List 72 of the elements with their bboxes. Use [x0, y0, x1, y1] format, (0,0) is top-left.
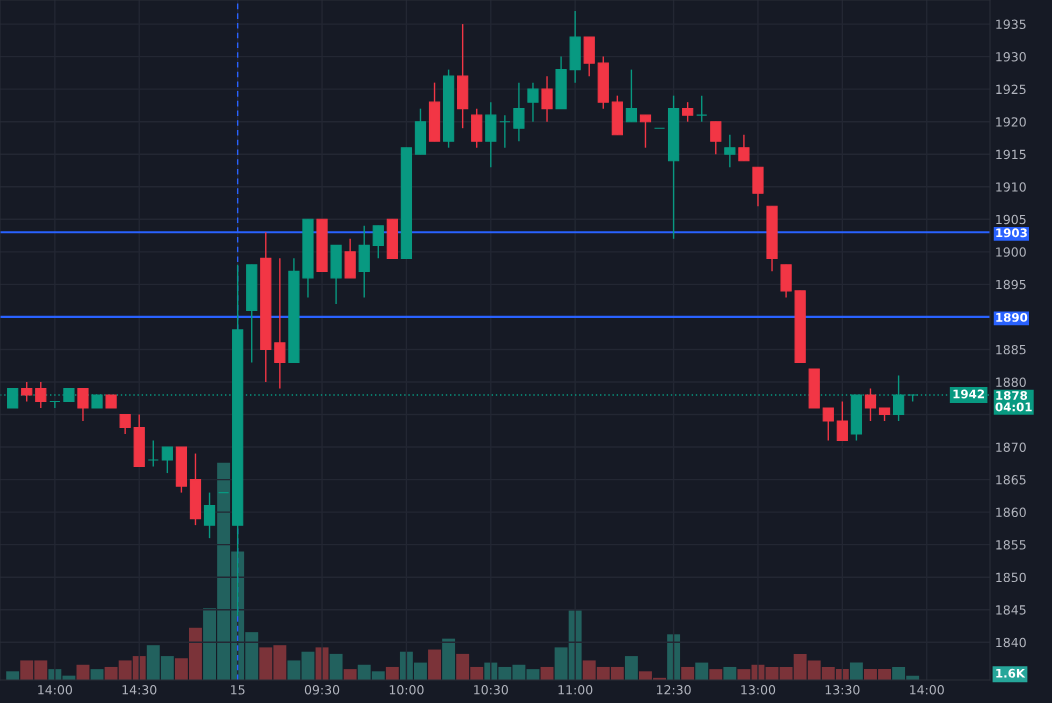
- bar: [695, 662, 709, 680]
- y-tick-label: 1920: [996, 117, 1026, 127]
- ref-line-label: 1903: [996, 228, 1027, 238]
- y-tick-label: 1880: [996, 377, 1026, 387]
- y-tick-label: 1905: [996, 214, 1026, 225]
- bar: [385, 666, 399, 680]
- y-tick-label: 1900: [996, 247, 1026, 257]
- candlestick: [499, 114, 511, 149]
- candlestick: [527, 81, 539, 123]
- y-tick-label: 1860: [996, 507, 1026, 518]
- bar: [849, 662, 863, 680]
- y-tick-label: 1855: [996, 540, 1026, 550]
- candlestick: [696, 94, 708, 123]
- y-tick-label: 1930: [996, 52, 1026, 62]
- annotation: 1942: [953, 389, 985, 399]
- candlestick: [77, 387, 89, 422]
- bar: [723, 666, 737, 680]
- y-tick-label: 1935: [996, 19, 1026, 29]
- x-tick-label: 14:30: [122, 685, 157, 695]
- bar: [428, 649, 441, 680]
- bar: [287, 660, 301, 680]
- bar: [329, 653, 343, 680]
- candlestick: [147, 439, 159, 468]
- x-tick-label: 15: [231, 685, 245, 695]
- candlestick: [822, 407, 834, 442]
- candlestick: [372, 225, 384, 260]
- candlestick: [21, 381, 33, 403]
- candlestick: [203, 491, 216, 539]
- candlestick: [639, 114, 652, 149]
- bar: [6, 671, 20, 680]
- candlestick: [864, 387, 877, 422]
- x-tick-label: 09:30: [304, 685, 340, 695]
- x-tick-label: 14:00: [910, 685, 944, 695]
- bar: [442, 638, 456, 680]
- candlestick: [49, 400, 61, 409]
- y-tick-label: 1885: [996, 344, 1026, 355]
- bar: [709, 669, 723, 680]
- x-tick-label: 10:00: [389, 685, 424, 695]
- candlestick: [161, 446, 173, 474]
- y-tick-label: 1890: [996, 312, 1028, 322]
- candlestick: [541, 75, 553, 123]
- y-tick-label: 1865: [996, 475, 1026, 485]
- candlestick: [119, 413, 131, 435]
- x-tick-label: 11:00: [558, 685, 593, 695]
- y-tick-label: 1845: [996, 605, 1026, 615]
- y-tick-label: 1870: [996, 442, 1026, 452]
- candlestick: [625, 68, 638, 123]
- y-tick-label: 1925: [996, 84, 1026, 95]
- bar: [681, 666, 695, 680]
- y-tick-label: 1895: [996, 279, 1026, 290]
- text: 1.6K: [996, 668, 1026, 678]
- x-tick-label: 12:30: [656, 685, 691, 695]
- candlestick: [513, 81, 525, 142]
- bar: [737, 669, 751, 680]
- candlestick: [35, 381, 47, 409]
- y-tick-label: 1910: [996, 182, 1026, 192]
- y-tick-label: 1840: [996, 637, 1026, 648]
- bar: [343, 669, 357, 680]
- x-tick-label: 10:30: [474, 685, 508, 695]
- candlestick: [274, 257, 286, 390]
- candlestick: [836, 400, 848, 442]
- y-tick-label: 1850: [996, 572, 1026, 583]
- candlestick: [710, 120, 722, 155]
- candlestick: [738, 134, 750, 162]
- candlestick: [682, 101, 694, 123]
- bar: [624, 656, 638, 680]
- x-tick-label: 13:00: [741, 685, 776, 695]
- x-tick-label: 14:00: [38, 685, 73, 695]
- x-tick-label: 13:30: [825, 685, 860, 695]
- candlestick: [724, 134, 736, 168]
- ref-line-label: 1878 04:01: [995, 391, 1032, 412]
- y-tick-label: 1915: [996, 149, 1026, 160]
